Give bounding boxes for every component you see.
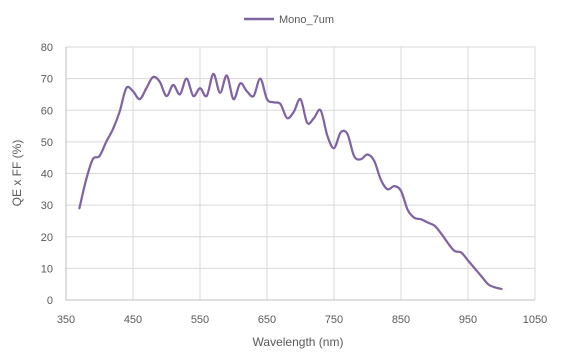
y-tick-label: 0 bbox=[47, 295, 53, 307]
x-tick-label: 950 bbox=[459, 314, 477, 326]
y-tick-label: 60 bbox=[41, 105, 53, 117]
y-tick-label: 10 bbox=[41, 263, 53, 275]
x-tick-label: 350 bbox=[57, 314, 75, 326]
y-tick-label: 70 bbox=[41, 74, 53, 86]
y-tick-label: 50 bbox=[41, 137, 53, 149]
x-tick-label: 750 bbox=[325, 314, 343, 326]
legend-label-mono-7um: Mono_7um bbox=[279, 14, 334, 26]
y-axis-title: QE x FF (%) bbox=[10, 140, 24, 207]
y-tick-labels: 0 10 20 30 40 50 60 70 80 bbox=[41, 42, 53, 307]
series-line-mono-7um bbox=[78, 72, 503, 291]
x-axis-title: Wavelength (nm) bbox=[253, 335, 344, 349]
axes bbox=[65, 47, 535, 301]
x-tick-label: 550 bbox=[191, 314, 209, 326]
x-tick-label: 1050 bbox=[523, 314, 547, 326]
x-tick-labels: 350 450 550 650 750 850 950 1050 bbox=[57, 314, 547, 326]
y-tick-label: 80 bbox=[41, 42, 53, 54]
x-tick-label: 850 bbox=[392, 314, 410, 326]
legend: Mono_7um bbox=[244, 14, 334, 26]
y-tick-label: 30 bbox=[41, 200, 53, 212]
x-tick-label: 650 bbox=[258, 314, 276, 326]
gridlines bbox=[66, 46, 536, 300]
series-lines bbox=[78, 72, 503, 291]
y-tick-label: 20 bbox=[41, 232, 53, 244]
y-tick-label: 40 bbox=[41, 169, 53, 181]
x-tick-label: 450 bbox=[124, 314, 142, 326]
